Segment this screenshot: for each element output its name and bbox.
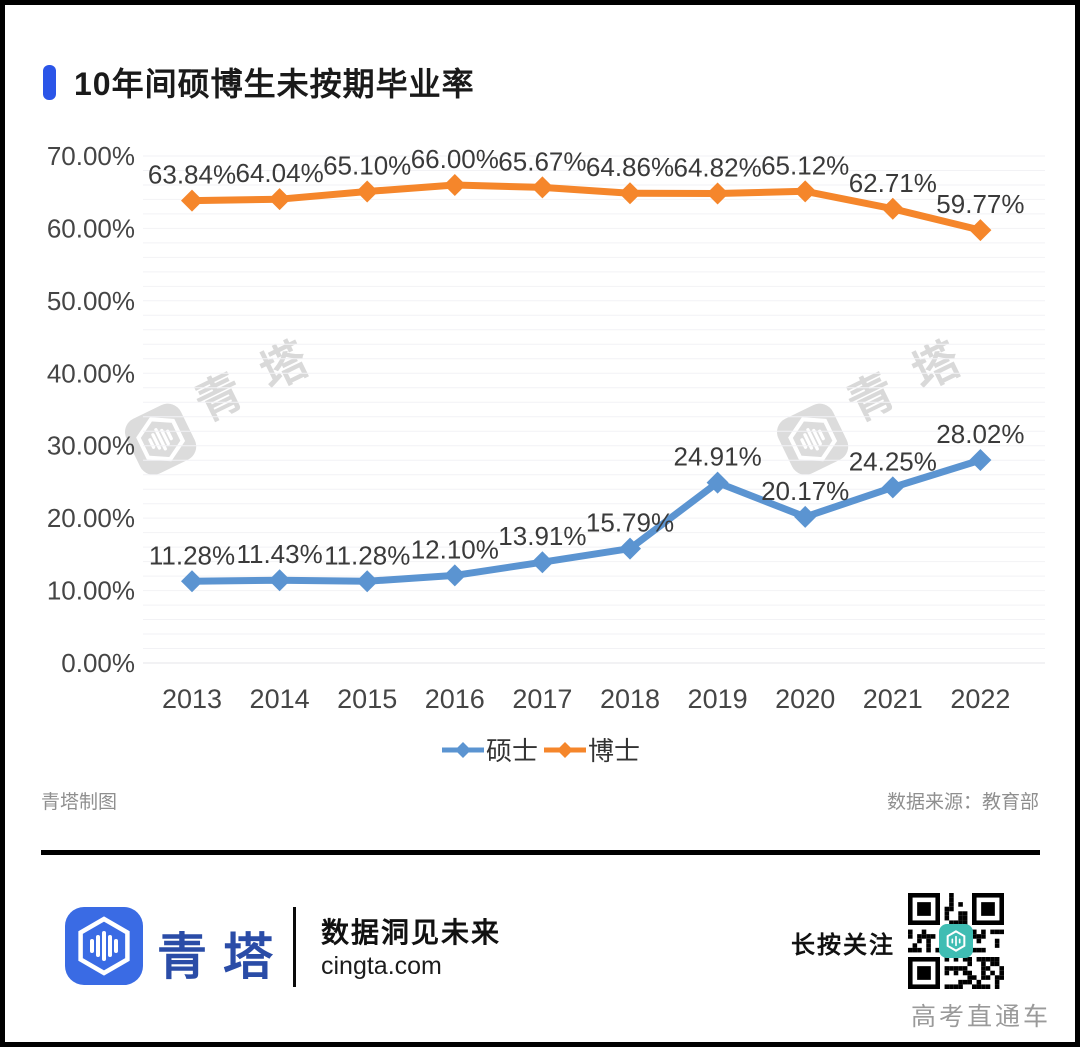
svg-text:65.67%: 65.67% xyxy=(498,146,586,176)
svg-text:64.86%: 64.86% xyxy=(586,152,674,182)
chart-credit: 青塔制图 xyxy=(41,792,118,813)
cingta-logo-icon xyxy=(65,907,143,990)
svg-text:50.00%: 50.00% xyxy=(47,286,135,316)
svg-text:24.25%: 24.25% xyxy=(849,446,937,476)
page-title: 10年间硕博生未按期毕业率 xyxy=(74,66,475,102)
svg-text:30.00%: 30.00% xyxy=(47,431,135,461)
svg-text:65.12%: 65.12% xyxy=(761,150,849,180)
svg-text:24.91%: 24.91% xyxy=(674,442,762,472)
data-source: 数据来源：教育部 xyxy=(886,792,1039,813)
svg-text:2019: 2019 xyxy=(688,684,748,714)
legend-label-doctor: 博士 xyxy=(588,736,641,766)
brand-name: 青塔 xyxy=(157,929,289,985)
svg-text:2014: 2014 xyxy=(250,684,310,714)
svg-text:66.00%: 66.00% xyxy=(411,144,499,174)
svg-text:64.04%: 64.04% xyxy=(236,158,324,188)
svg-text:2021: 2021 xyxy=(863,684,923,714)
svg-text:70.00%: 70.00% xyxy=(47,141,135,171)
svg-text:60.00%: 60.00% xyxy=(47,213,135,243)
svg-text:2018: 2018 xyxy=(600,684,660,714)
title-accent-bar xyxy=(43,64,56,100)
follow-label: 长按关注 xyxy=(791,932,895,959)
brand-tagline: 数据洞见未来 xyxy=(321,917,502,948)
watermark-right: 青塔 xyxy=(763,312,999,482)
svg-text:11.28%: 11.28% xyxy=(324,540,410,570)
svg-text:10.00%: 10.00% xyxy=(47,576,135,606)
svg-text:2015: 2015 xyxy=(337,684,397,714)
legend-label-master: 硕士 xyxy=(485,736,538,766)
svg-text:28.02%: 28.02% xyxy=(936,419,1024,449)
svg-text:15.79%: 15.79% xyxy=(586,508,674,538)
channel-label: 高考直通车 xyxy=(910,1003,1051,1031)
svg-text:40.00%: 40.00% xyxy=(47,358,135,388)
svg-text:2020: 2020 xyxy=(775,684,835,714)
svg-text:11.43%: 11.43% xyxy=(236,539,322,569)
qr-center-logo-icon xyxy=(939,924,973,958)
svg-text:2013: 2013 xyxy=(162,684,222,714)
legend-item-master: 硕士 xyxy=(440,731,538,768)
title-row: 10年间硕博生未按期毕业率 xyxy=(43,59,475,105)
cingta-logo-watermark-icon xyxy=(776,403,849,475)
svg-text:0.00%: 0.00% xyxy=(61,648,135,678)
legend-marker-doctor-icon xyxy=(544,741,586,758)
svg-text:63.84%: 63.84% xyxy=(148,160,236,190)
svg-text:12.10%: 12.10% xyxy=(411,534,499,564)
line-chart: 0.00% 10.00% 20.00% 30.00% 40.00% 50.00% 60.00… xyxy=(47,141,1045,714)
brand-divider xyxy=(293,907,296,987)
svg-text:11.28%: 11.28% xyxy=(149,540,235,570)
brand-website: cingta.com xyxy=(321,952,442,980)
svg-text:59.77%: 59.77% xyxy=(936,189,1024,219)
svg-text:2022: 2022 xyxy=(950,684,1010,714)
svg-text:65.10%: 65.10% xyxy=(323,151,411,181)
svg-text:20.17%: 20.17% xyxy=(761,476,849,506)
svg-text:2017: 2017 xyxy=(512,684,572,714)
svg-text:62.71%: 62.71% xyxy=(849,168,937,198)
footer-divider xyxy=(41,850,1040,855)
svg-text:64.82%: 64.82% xyxy=(674,153,762,183)
svg-text:2016: 2016 xyxy=(425,684,485,714)
legend-marker-master-icon xyxy=(441,741,484,758)
chart-legend: 硕士 博士 xyxy=(5,731,1075,768)
svg-text:13.91%: 13.91% xyxy=(498,521,586,551)
svg-text:20.00%: 20.00% xyxy=(47,503,135,533)
legend-item-doctor: 博士 xyxy=(542,731,640,768)
